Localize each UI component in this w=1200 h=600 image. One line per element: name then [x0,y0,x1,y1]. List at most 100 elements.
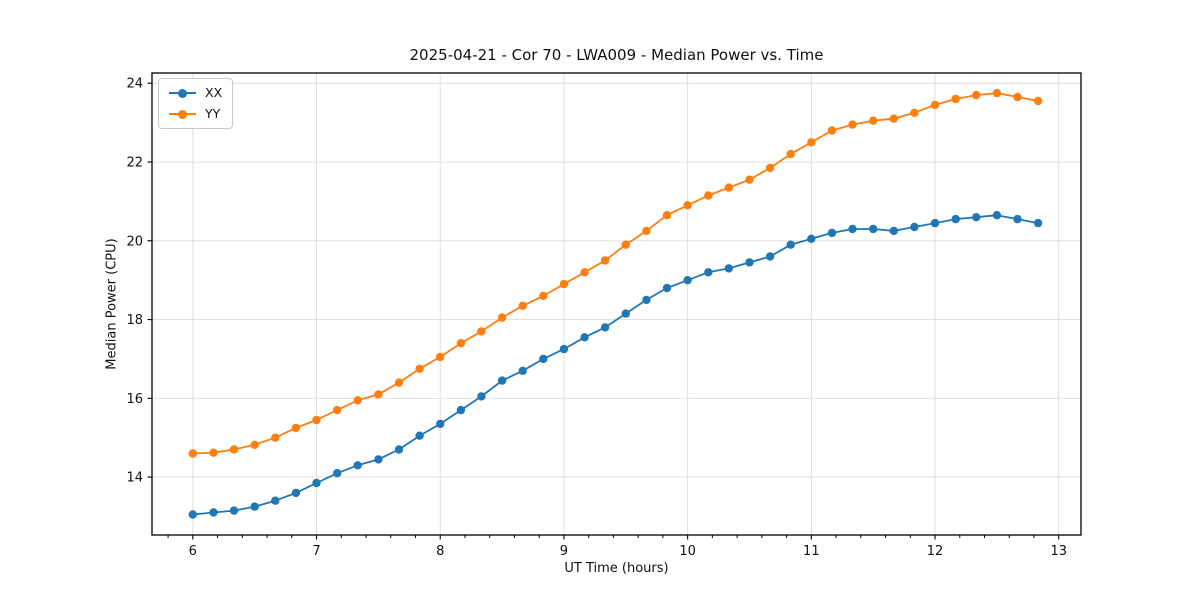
data-point [271,496,280,505]
data-point [704,191,713,200]
data-point [456,339,466,348]
data-point [559,344,569,354]
legend-item-xx: XX [169,86,222,100]
data-point [1033,96,1043,106]
svg-text:12: 12 [927,544,944,559]
data-point [827,228,837,238]
data-point [992,211,1002,220]
data-point [724,183,733,192]
data-point [518,301,527,310]
data-point [745,175,754,184]
data-point [497,376,507,385]
data-point [436,419,445,429]
data-point [910,108,919,118]
legend-item-yy: YY [169,107,222,121]
data-point [1033,218,1043,228]
y-axis-label: Median Power (CPU) [104,238,120,370]
data-point [456,405,466,415]
data-point [250,502,259,511]
data-point [291,423,301,433]
data-point [642,295,651,305]
data-point [765,252,775,261]
data-point [910,222,919,232]
data-point [621,309,630,318]
x-axis-ticks: 6 7 8 9 10 11 12 13 [189,535,1067,559]
data-point [229,445,239,454]
data-point [374,390,383,399]
data-point [353,461,362,470]
data-point [745,258,754,267]
data-point [353,396,362,405]
chart-title: 2025-04-21 - Cor 70 - LWA009 - Median Po… [409,46,824,64]
data-point [559,279,569,289]
data-point [188,510,197,519]
svg-text:8: 8 [436,544,444,559]
data-point [271,433,280,442]
data-point [209,508,218,517]
legend-label-yy: YY [205,106,221,121]
data-point [209,448,218,457]
data-point [312,478,321,488]
data-point [724,264,733,273]
data-point [951,214,960,224]
data-point [992,88,1002,98]
data-point [621,240,630,249]
data-point [394,378,404,387]
data-point [229,506,239,515]
data-point [972,213,981,222]
svg-text:14: 14 [126,471,143,486]
svg-text:20: 20 [126,234,143,249]
svg-text:6: 6 [189,544,197,559]
data-point [869,224,878,234]
data-point [827,126,837,135]
svg-text:22: 22 [126,156,143,171]
data-point [188,449,197,458]
data-point [436,352,445,362]
svg-text:18: 18 [126,313,143,328]
data-point [333,405,342,415]
svg-text:7: 7 [312,544,320,559]
data-point [889,226,898,236]
series-xx-swatch-icon [169,88,196,98]
data-point [580,268,589,277]
data-point [807,138,816,147]
data-point [951,94,960,104]
data-point [518,366,527,375]
svg-text:9: 9 [560,544,568,559]
data-point [600,323,610,332]
data-point [415,364,424,373]
svg-text:24: 24 [126,77,143,92]
axes-box [151,72,1082,536]
x-axis-label: UT Time (hours) [564,561,669,576]
data-point [600,256,610,265]
x-minor-ticks [167,535,1035,538]
data-point [642,226,651,236]
svg-text:13: 13 [1050,544,1067,559]
data-point [889,114,898,123]
data-point [539,354,548,364]
data-point [704,268,713,277]
data-point [291,488,301,498]
data-point [786,149,795,159]
gridlines [152,73,1081,535]
data-point [662,283,672,293]
data-point [807,234,816,243]
data-point [477,392,486,401]
legend: XX YY [158,78,234,129]
data-point [683,201,692,210]
data-point [786,240,795,249]
data-point [869,116,878,125]
data-point [250,440,259,449]
data-point [374,455,383,464]
series-yy [188,88,1043,458]
data-point [765,163,775,173]
data-point [1013,92,1022,102]
data-point [848,120,857,129]
data-point [683,276,692,285]
svg-text:10: 10 [679,544,696,559]
data-point [972,90,981,100]
series-xx [188,211,1043,519]
data-point [580,333,589,342]
